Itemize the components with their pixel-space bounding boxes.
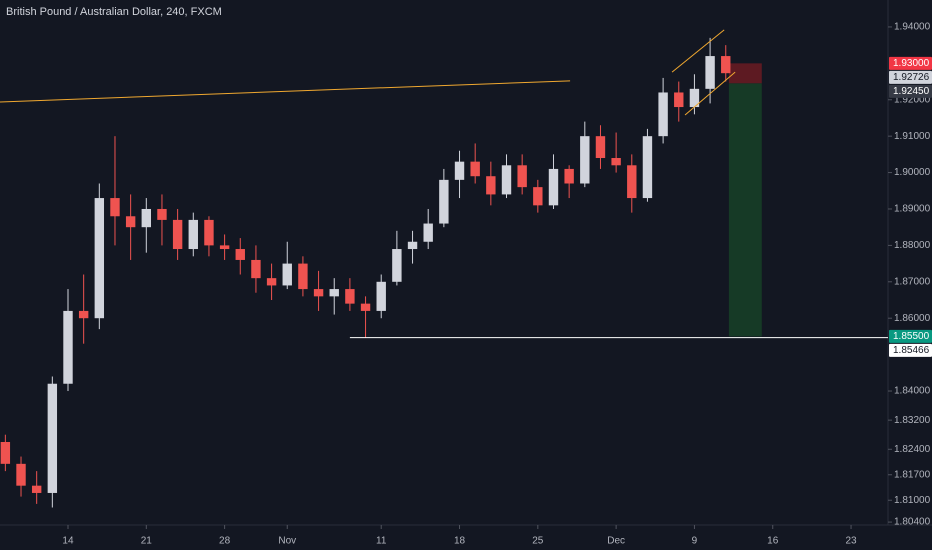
price-label-box — [889, 343, 932, 357]
x-tick-label: Nov — [278, 536, 296, 547]
x-tick-label: 14 — [62, 536, 74, 547]
y-tick-label: 1.94000 — [894, 22, 931, 33]
candle-body — [360, 303, 371, 311]
candle-body — [642, 136, 653, 199]
candle-body — [705, 56, 715, 89]
candle-body — [533, 187, 543, 206]
candle-body — [47, 383, 58, 493]
x-tick-label: 28 — [219, 536, 231, 547]
y-tick-label: 1.84000 — [894, 386, 931, 397]
price-label: 1.85466 — [893, 345, 930, 356]
y-tick-label: 1.89000 — [894, 204, 931, 215]
price-label-box — [889, 84, 932, 98]
price-label: 1.92450 — [893, 86, 930, 97]
candle-body — [94, 198, 105, 319]
price-label-box — [889, 56, 932, 70]
candle-body — [110, 198, 120, 217]
candle-body — [689, 88, 700, 108]
y-tick-label: 1.87000 — [894, 276, 931, 287]
candle-body — [501, 165, 512, 195]
candle-body — [486, 176, 496, 195]
stop-zone — [728, 63, 762, 84]
candle-body — [580, 136, 590, 184]
candle-body — [251, 259, 261, 279]
candle-body — [470, 161, 480, 177]
candle-body — [564, 168, 574, 184]
x-tick-label: 21 — [141, 536, 153, 547]
x-tick-label: Dec — [607, 536, 625, 547]
y-tick-label: 1.82400 — [894, 444, 931, 455]
candle-body — [721, 56, 731, 74]
candle-body — [407, 241, 418, 250]
candle-body — [658, 92, 668, 137]
price-label: 1.92726 — [893, 72, 930, 83]
x-tick-label: 23 — [845, 536, 857, 547]
candle-body — [188, 219, 198, 250]
candle-body — [345, 289, 355, 304]
candle-body — [313, 289, 324, 297]
candle-body — [329, 289, 339, 297]
x-tick-label: 16 — [767, 536, 779, 547]
channel-line — [684, 71, 736, 116]
channel-line — [671, 29, 725, 73]
candle-body — [63, 310, 73, 384]
candle-body — [674, 92, 684, 108]
y-tick-label: 1.83200 — [894, 415, 931, 426]
candle-body — [125, 216, 136, 228]
candle-body — [611, 158, 621, 166]
candle-body — [517, 165, 527, 188]
y-tick-label: 1.86000 — [894, 313, 931, 324]
y-tick-label: 1.90000 — [894, 167, 931, 178]
x-tick-label: 9 — [692, 536, 698, 547]
candle-body — [141, 208, 152, 228]
y-tick-label: 1.91000 — [894, 131, 931, 142]
candle-body — [595, 136, 606, 159]
candle-body — [235, 249, 245, 260]
candle-body — [78, 310, 89, 319]
x-tick-label: 11 — [376, 536, 387, 547]
candle-body — [172, 219, 183, 250]
candle-body — [376, 281, 386, 311]
candle-body — [266, 278, 277, 286]
candle-body — [219, 245, 230, 250]
candle-body — [0, 441, 11, 464]
candle-body — [282, 263, 292, 286]
candle-body — [392, 249, 402, 282]
price-label: 1.93000 — [893, 58, 930, 69]
y-tick-label: 1.81000 — [894, 495, 931, 506]
y-tick-label: 1.81700 — [894, 469, 931, 480]
price-label: 1.85500 — [893, 331, 930, 342]
candle-body — [204, 219, 214, 246]
trend-line — [0, 80, 571, 103]
candle-body — [298, 263, 308, 290]
candle-body — [439, 179, 449, 224]
candle-body — [16, 463, 26, 486]
chart-title: British Pound / Australian Dollar, 240, … — [6, 6, 222, 18]
price-label-box — [889, 329, 932, 343]
y-tick-label: 1.88000 — [894, 240, 931, 251]
candle-body — [157, 208, 167, 220]
price-label-box — [889, 70, 932, 84]
candle-body — [423, 223, 433, 242]
candle-body — [31, 485, 42, 493]
candle-body — [627, 165, 637, 199]
x-tick-label: 25 — [532, 536, 544, 547]
y-tick-label: 1.80400 — [894, 517, 931, 528]
candle-body — [548, 168, 559, 206]
target-zone — [728, 83, 762, 337]
x-tick-label: 18 — [454, 536, 466, 547]
candle-body — [454, 161, 465, 180]
y-tick-label: 1.92000 — [894, 94, 931, 105]
